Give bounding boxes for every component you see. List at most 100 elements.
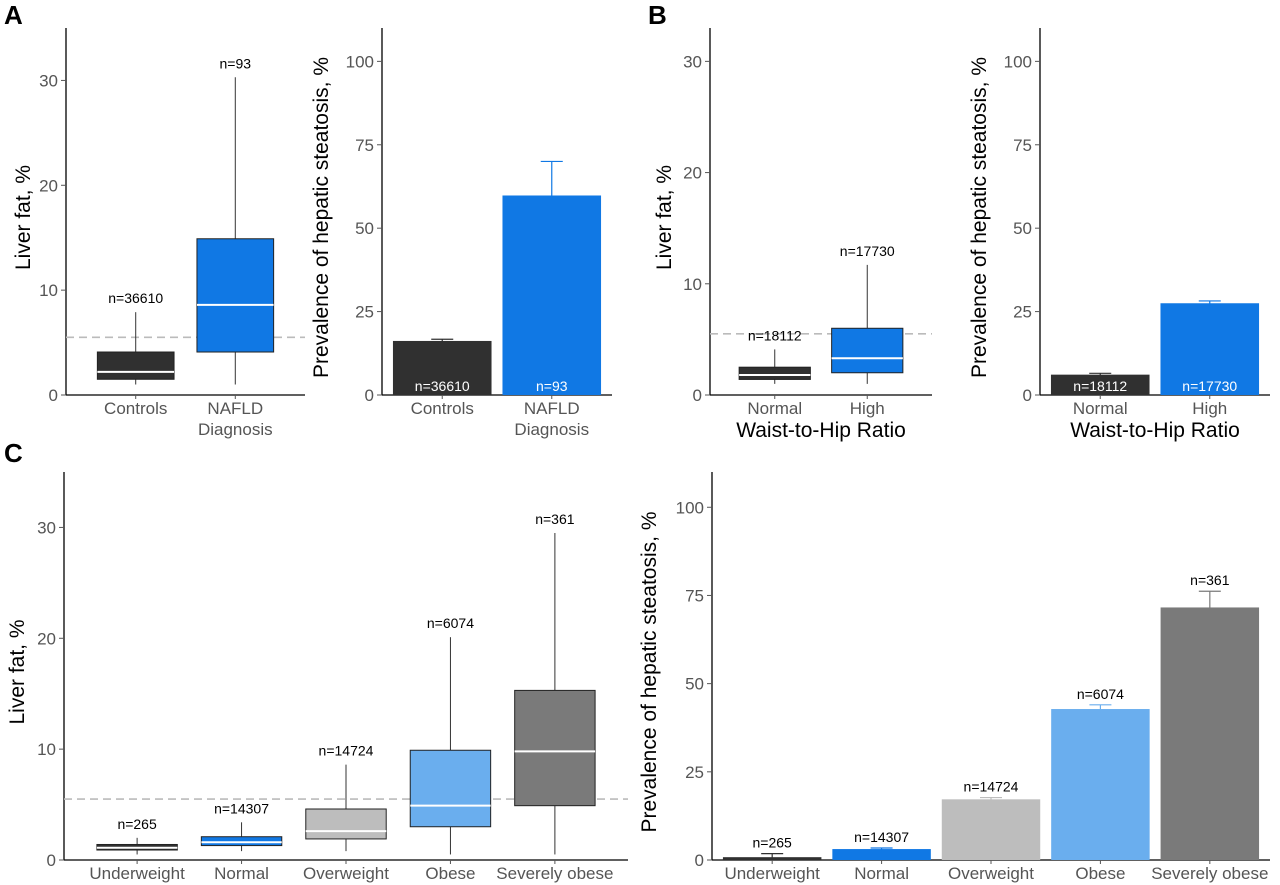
x-tick-label: Normal	[854, 864, 909, 883]
y-tick-label: 100	[676, 498, 704, 517]
y-tick-label: 75	[685, 586, 704, 605]
y-tick-label: 20	[683, 164, 702, 183]
y-tick-label: 50	[685, 675, 704, 694]
y-tick-label: 50	[355, 219, 374, 238]
y-tick-label: 30	[39, 71, 58, 90]
box-1: n=93	[196, 55, 275, 385]
y-axis-title: Prevalence of hepatic steatosis, %	[968, 57, 991, 378]
y-tick-label: 10	[683, 275, 702, 294]
x-tick-label: Severely obese	[496, 864, 613, 883]
box-0: n=36610	[96, 290, 175, 385]
x-tick-label: Overweight	[948, 864, 1034, 883]
x-tick-label: Normal	[1073, 399, 1128, 418]
y-axis-title: Prevalence of hepatic steatosis, %	[310, 57, 333, 378]
x-tick-label: Overweight	[303, 864, 389, 883]
box-iqr	[305, 808, 387, 840]
x-tick-label: Controls	[411, 399, 474, 418]
box-iqr	[514, 689, 596, 807]
y-tick-label: 30	[37, 518, 56, 537]
sample-size-label: n=14724	[964, 779, 1019, 795]
y-tick-label: 25	[1013, 303, 1032, 322]
sample-size-label: n=18112	[1073, 378, 1127, 394]
sample-size-label: n=6074	[427, 615, 474, 631]
x-tick-label: Normal	[747, 399, 802, 418]
y-tick-label: 30	[683, 52, 702, 71]
y-tick-label: 0	[693, 386, 702, 405]
chart-c-box: 0 10 20 30 Liver fat, % Underweight Normal Over…	[6, 472, 628, 883]
x-tick-label: Diagnosis	[198, 420, 273, 439]
x-tick-label: Severely obese	[1151, 864, 1268, 883]
bar	[941, 799, 1041, 860]
panel-label-a: A	[4, 0, 23, 30]
y-tick-label: 0	[695, 851, 704, 870]
x-axis-title: Waist-to-Hip Ratio	[736, 419, 906, 442]
box-0: n=265	[96, 816, 178, 855]
panel-label-c: C	[4, 438, 23, 468]
x-tick-label: Obese	[1075, 864, 1125, 883]
box-1: n=14307	[200, 800, 283, 852]
box-0: n=18112	[738, 327, 811, 384]
chart-c-bar: 0 25 50 75 100 Prevalence of hepatic steatosi…	[638, 472, 1270, 883]
sample-size-label: n=14307	[854, 829, 909, 845]
bar-1: n=17730	[1160, 300, 1260, 395]
box-iqr	[200, 836, 283, 847]
bar-1: n=14307	[832, 829, 931, 860]
y-tick-label: 75	[1013, 136, 1032, 155]
bar-0: n=18112	[1050, 372, 1150, 395]
box-iqr	[738, 366, 811, 380]
box-1: n=17730	[831, 243, 904, 384]
y-tick-label: 10	[37, 740, 56, 759]
y-tick-label: 0	[47, 851, 56, 870]
bar-2: n=14724	[941, 779, 1041, 860]
box-iqr	[96, 351, 175, 380]
sample-size-label: n=14307	[214, 800, 269, 816]
bar	[1160, 303, 1260, 395]
sample-size-label: n=36610	[108, 290, 163, 306]
x-tick-label: Obese	[425, 864, 475, 883]
box-iqr	[831, 327, 904, 374]
y-axis-title: Prevalence of hepatic steatosis, %	[638, 511, 661, 832]
box-4: n=361	[514, 511, 596, 855]
sample-size-label: n=361	[1190, 572, 1230, 588]
x-tick-label: NAFLD	[207, 399, 263, 418]
y-tick-label: 20	[39, 176, 58, 195]
x-tick-label: High	[1192, 399, 1227, 418]
bar	[832, 849, 931, 860]
sample-size-label: n=17730	[1182, 378, 1237, 394]
chart-a-box: 0 10 20 30 Liver fat, % Controls NAFLD Diagnosi…	[12, 28, 305, 439]
sample-size-label: n=6074	[1077, 686, 1124, 702]
y-tick-label: 25	[355, 303, 374, 322]
box-2: n=14724	[305, 743, 387, 852]
x-tick-label: Underweight	[724, 864, 820, 883]
y-tick-label: 50	[1013, 219, 1032, 238]
box-3: n=6074	[409, 615, 492, 855]
sample-size-label: n=361	[535, 511, 575, 527]
bar-0: n=265	[722, 835, 822, 860]
y-tick-label: 0	[365, 386, 374, 405]
sample-size-label: n=265	[117, 816, 157, 832]
bar-0: n=36610	[392, 338, 492, 395]
bar-3: n=6074	[1051, 686, 1150, 860]
bar-4: n=361	[1160, 572, 1260, 860]
sample-size-label: n=17730	[840, 243, 895, 259]
box-iqr	[196, 238, 275, 353]
y-axis-title: Liver fat, %	[6, 619, 29, 724]
box-iqr	[409, 749, 492, 828]
bar-1: n=93	[502, 160, 602, 395]
y-tick-label: 0	[1023, 386, 1032, 405]
y-axis-title: Liver fat, %	[12, 165, 35, 270]
x-axis-title: Waist-to-Hip Ratio	[1070, 419, 1240, 442]
x-tick-label: Normal	[214, 864, 269, 883]
y-tick-label: 25	[685, 763, 704, 782]
chart-b-box: 0 10 20 30 Liver fat, % Waist-to-Hip RatioNor…	[653, 28, 932, 442]
bar	[1051, 709, 1150, 860]
sample-size-label: n=36610	[415, 378, 470, 394]
x-tick-label: Diagnosis	[514, 420, 589, 439]
sample-size-label: n=265	[753, 835, 793, 851]
x-tick-label: Controls	[104, 399, 167, 418]
x-tick-label: Underweight	[89, 864, 185, 883]
chart-a-bar: 0 25 50 75 100 Prevalence of hepatic steatosi…	[310, 28, 612, 439]
y-tick-label: 75	[355, 136, 374, 155]
y-tick-label: 0	[49, 386, 58, 405]
